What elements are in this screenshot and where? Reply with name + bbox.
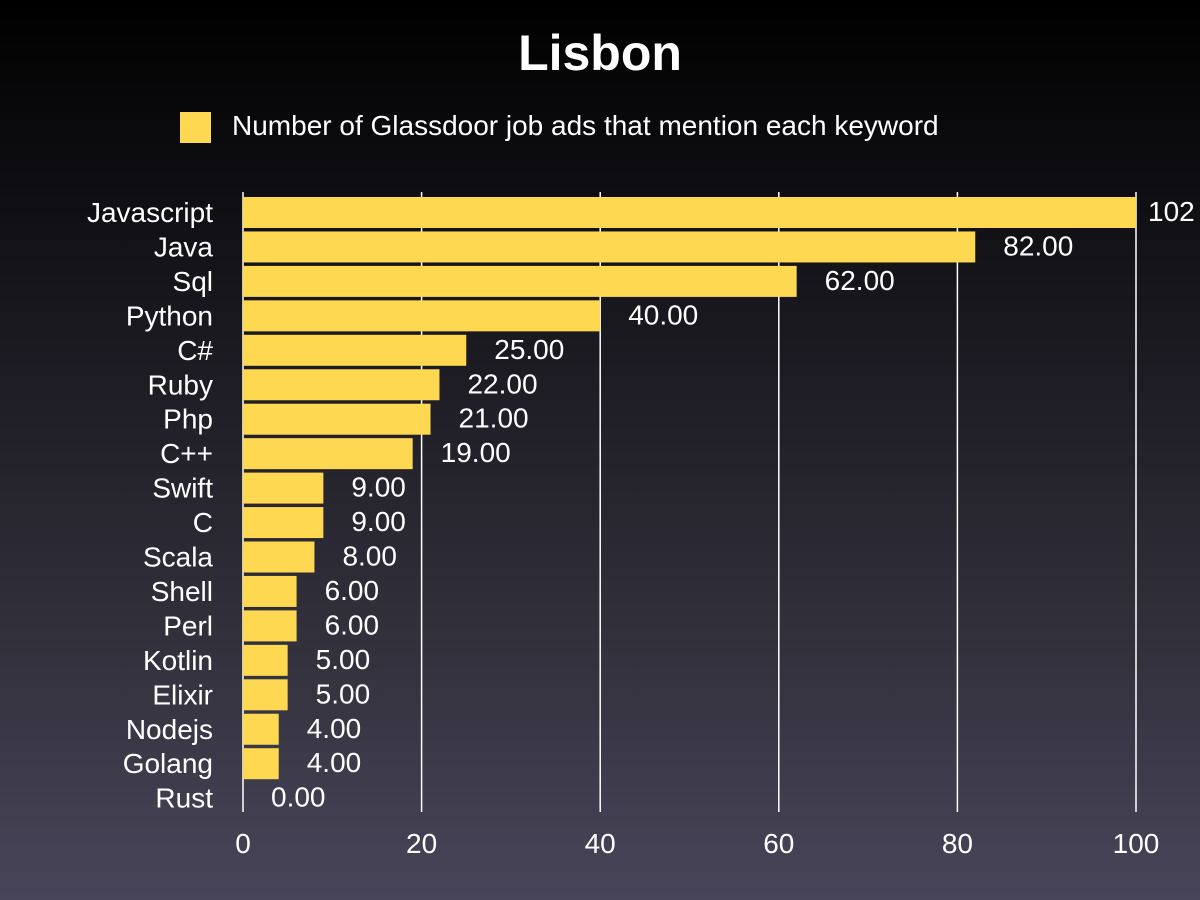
legend-swatch xyxy=(180,112,211,143)
x-tick-label: 20 xyxy=(406,828,437,859)
category-label: Javascript xyxy=(87,197,213,228)
bar xyxy=(243,334,467,366)
value-label: 25.00 xyxy=(494,334,564,365)
category-label: Nodejs xyxy=(126,714,213,745)
x-tick-label: 40 xyxy=(585,828,616,859)
value-label: 9.00 xyxy=(351,506,406,537)
value-label: 19.00 xyxy=(441,437,511,468)
category-label: Python xyxy=(126,300,213,331)
bar xyxy=(243,507,324,539)
bar xyxy=(243,679,288,711)
category-label: C++ xyxy=(160,438,213,469)
bar xyxy=(243,231,976,263)
bar xyxy=(243,610,297,642)
value-label: 9.00 xyxy=(351,472,406,503)
bar xyxy=(243,713,279,745)
bar xyxy=(243,197,1136,228)
value-label: 102 xyxy=(1148,196,1195,227)
bars xyxy=(243,197,1136,780)
value-label: 6.00 xyxy=(325,575,380,606)
bar xyxy=(243,265,797,297)
category-label: Golang xyxy=(123,748,213,779)
x-tick-label: 0 xyxy=(235,828,251,859)
x-tick-label: 80 xyxy=(942,828,973,859)
x-tick-label: 60 xyxy=(763,828,794,859)
value-label: 40.00 xyxy=(628,299,698,330)
category-label: C xyxy=(193,507,213,538)
value-label: 8.00 xyxy=(342,541,397,572)
chart-title: Lisbon xyxy=(518,25,682,81)
legend-label: Number of Glassdoor job ads that mention… xyxy=(232,110,939,141)
value-label: 6.00 xyxy=(325,609,380,640)
category-label: Perl xyxy=(163,610,213,641)
category-label: Elixir xyxy=(152,679,213,710)
value-label: 22.00 xyxy=(467,368,537,399)
bar xyxy=(243,300,601,332)
category-label: Sql xyxy=(173,266,213,297)
legend: Number of Glassdoor job ads that mention… xyxy=(180,110,939,143)
value-label: 5.00 xyxy=(316,678,371,709)
value-label: 4.00 xyxy=(307,747,362,778)
bar xyxy=(243,472,324,504)
bar xyxy=(243,438,413,470)
category-label: C# xyxy=(177,335,213,366)
value-label: 21.00 xyxy=(459,403,529,434)
x-tick-labels: 0 20 40 60 80 100 xyxy=(235,828,1159,859)
value-label: 62.00 xyxy=(825,265,895,296)
category-label: Ruby xyxy=(148,369,213,400)
bar xyxy=(243,369,440,401)
category-label: Php xyxy=(163,404,213,435)
bar xyxy=(243,575,297,607)
category-label: Scala xyxy=(143,542,213,573)
x-tick-label: 100 xyxy=(1113,828,1160,859)
value-label: 0.00 xyxy=(271,782,326,813)
category-label: Rust xyxy=(155,783,213,814)
category-label: Java xyxy=(154,231,214,262)
bar xyxy=(243,403,431,435)
value-label: 5.00 xyxy=(316,644,371,675)
category-label: Swift xyxy=(152,473,213,504)
category-label: Shell xyxy=(151,576,213,607)
bar xyxy=(243,644,288,676)
category-label: Kotlin xyxy=(143,645,213,676)
value-label: 4.00 xyxy=(307,713,362,744)
bar xyxy=(243,748,279,780)
bar xyxy=(243,541,315,573)
value-label: 82.00 xyxy=(1003,230,1073,261)
